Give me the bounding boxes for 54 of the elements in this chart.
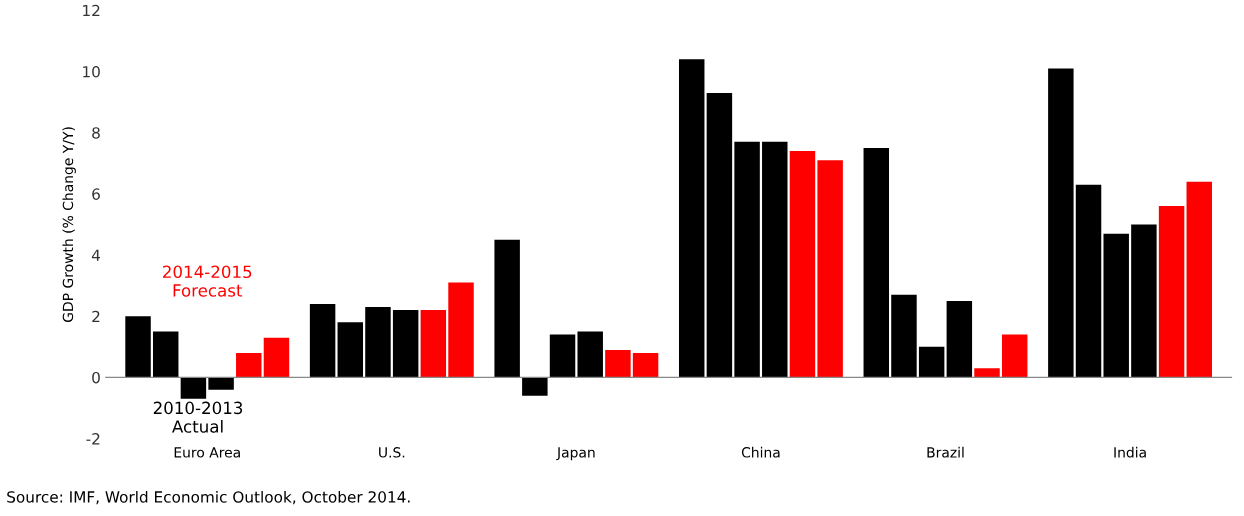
bar (392, 310, 419, 378)
bar (337, 322, 364, 378)
y-tick-label: 12 (83, 4, 100, 17)
bar (522, 377, 548, 396)
bar (734, 141, 760, 378)
bar (208, 377, 234, 390)
annotation: 2010-2013 Actual (153, 401, 243, 433)
x-tick-label: U.S. (379, 447, 405, 458)
bar (1158, 206, 1185, 378)
y-tick-label: 0 (92, 371, 100, 384)
x-tick-label: India (1114, 446, 1146, 458)
bar (863, 147, 890, 378)
y-tick-label: -2 (86, 433, 100, 445)
y-tick-label: 6 (92, 188, 100, 200)
bar (494, 239, 520, 378)
y-axis-title: GDP Growth (% Change Y/Y) (62, 127, 76, 322)
annotation: 2014-2015 Forecast (163, 265, 252, 297)
bar (549, 334, 576, 378)
bar (762, 141, 788, 378)
bar (125, 316, 151, 378)
x-tick-label: Brazil (927, 446, 964, 458)
bar (309, 304, 336, 378)
bar (263, 337, 290, 378)
y-tick-label: 4 (91, 249, 101, 261)
bar (1048, 68, 1074, 378)
y-tick-label: 10 (83, 65, 100, 78)
bar (1131, 224, 1157, 378)
x-tick-label: Japan (556, 447, 595, 461)
bar (420, 310, 447, 378)
bar (1075, 184, 1102, 378)
bar (918, 346, 945, 378)
y-tick-label: 2 (92, 310, 100, 323)
bar (946, 300, 973, 378)
x-tick-label: Euro Area (174, 447, 240, 458)
bar (152, 331, 179, 378)
bar (789, 151, 816, 378)
bar (236, 352, 262, 378)
bar (365, 307, 391, 378)
source-note: Source: IMF, World Economic Outlook, October 2014. (7, 490, 410, 505)
bar (448, 282, 474, 378)
bar (1186, 181, 1212, 378)
y-tick-label: 8 (92, 127, 100, 139)
bar (632, 352, 659, 378)
bar (180, 377, 207, 399)
bar (891, 294, 917, 378)
bar (605, 349, 631, 378)
bar (706, 92, 733, 378)
x-tick-label: China (741, 446, 780, 458)
bar (1103, 233, 1129, 378)
bar (817, 160, 843, 378)
bar (678, 59, 705, 378)
bar (577, 331, 603, 378)
bar (1001, 334, 1028, 378)
bar (974, 368, 1000, 378)
